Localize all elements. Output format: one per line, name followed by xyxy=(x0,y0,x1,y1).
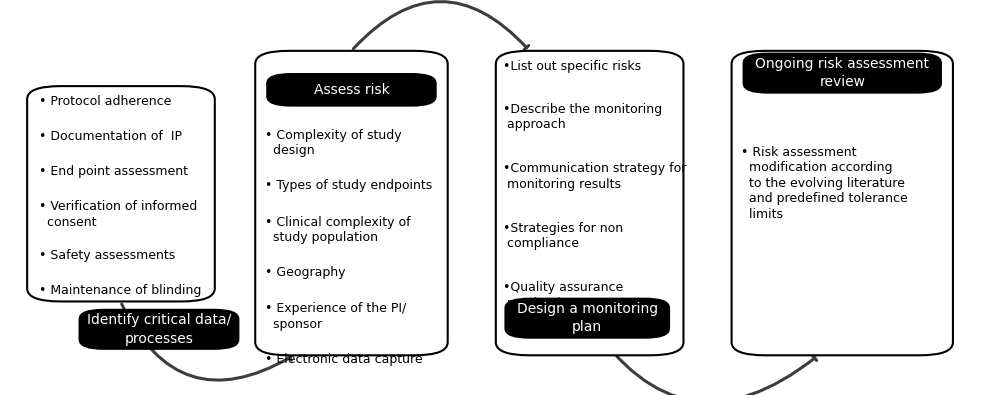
FancyBboxPatch shape xyxy=(496,51,683,356)
Text: • Geography: • Geography xyxy=(265,266,346,279)
Text: • Verification of informed
  consent: • Verification of informed consent xyxy=(38,200,197,229)
Text: Design a monitoring
plan: Design a monitoring plan xyxy=(517,302,658,335)
Text: • Risk assessment
  modification according
  to the evolving literature
  and pr: • Risk assessment modification according… xyxy=(741,145,908,220)
Text: • Documentation of  IP: • Documentation of IP xyxy=(38,130,182,143)
Text: • Experience of the PI/
  sponsor: • Experience of the PI/ sponsor xyxy=(265,303,407,331)
FancyBboxPatch shape xyxy=(80,310,239,349)
Text: •Strategies for non
 compliance: •Strategies for non compliance xyxy=(503,222,623,250)
Text: • Maintenance of blinding: • Maintenance of blinding xyxy=(38,284,201,297)
FancyBboxPatch shape xyxy=(506,299,669,338)
Text: •Quality assurance
 mechanisms: •Quality assurance mechanisms xyxy=(503,281,623,310)
Text: • Types of study endpoints: • Types of study endpoints xyxy=(265,179,432,192)
Text: • End point assessment: • End point assessment xyxy=(38,166,188,179)
Text: Ongoing risk assessment
review: Ongoing risk assessment review xyxy=(755,57,929,89)
FancyBboxPatch shape xyxy=(743,54,941,92)
Text: Assess risk: Assess risk xyxy=(313,83,389,97)
Text: Identify critical data/
processes: Identify critical data/ processes xyxy=(86,313,231,346)
Text: • Electronic data capture: • Electronic data capture xyxy=(265,353,422,366)
FancyBboxPatch shape xyxy=(255,51,448,356)
Text: • Safety assessments: • Safety assessments xyxy=(38,249,175,262)
FancyBboxPatch shape xyxy=(267,74,436,105)
Text: •Describe the monitoring
 approach: •Describe the monitoring approach xyxy=(503,103,662,131)
Text: • Clinical complexity of
  study population: • Clinical complexity of study populatio… xyxy=(265,216,410,244)
Text: • Protocol adherence: • Protocol adherence xyxy=(38,95,171,108)
FancyBboxPatch shape xyxy=(732,51,953,356)
FancyBboxPatch shape xyxy=(27,86,215,301)
Text: •Communication strategy for
 monitoring results: •Communication strategy for monitoring r… xyxy=(503,162,685,191)
Text: •List out specific risks: •List out specific risks xyxy=(503,60,640,73)
Text: • Complexity of study
  design: • Complexity of study design xyxy=(265,129,402,157)
